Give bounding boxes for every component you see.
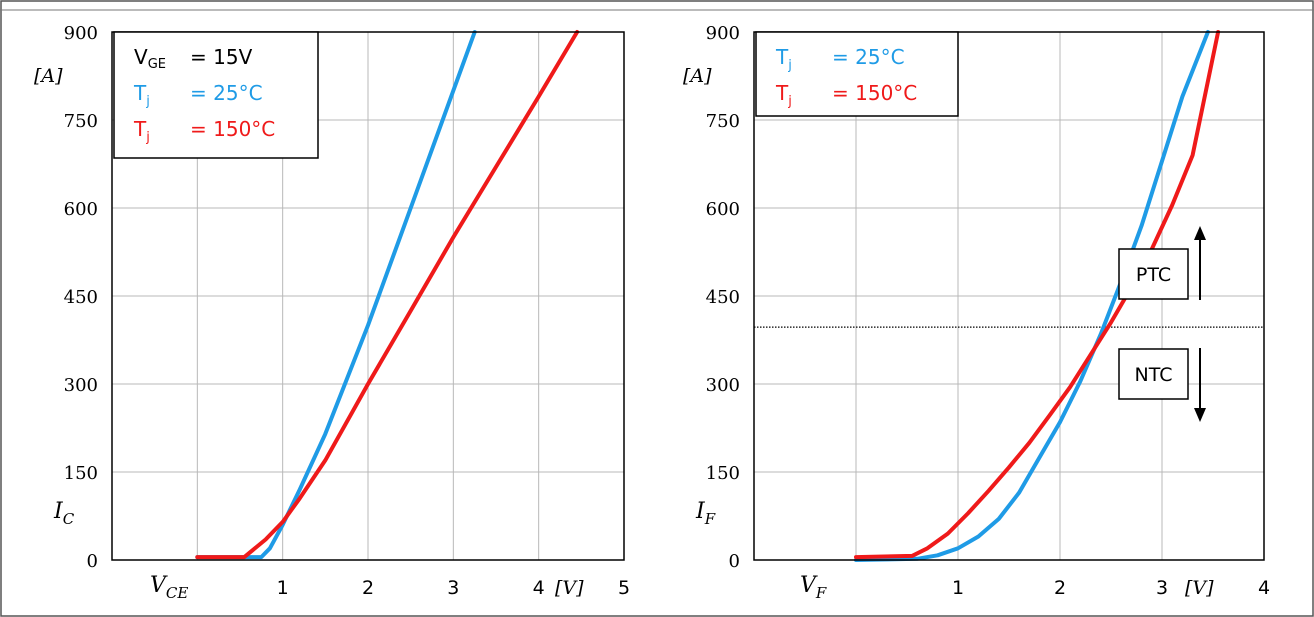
- y-tick-label: 0: [729, 551, 740, 572]
- x-tick-label: 3: [447, 577, 459, 599]
- y-tick-label: 900: [64, 23, 98, 44]
- legend-series-25c-name: Tj: [775, 45, 792, 73]
- series-line-150C: [195, 30, 580, 560]
- ptc-arrow-head: [1194, 226, 1206, 240]
- x-tick-label: 5: [618, 577, 630, 599]
- y-tick-label: 600: [706, 199, 740, 220]
- y-tick-label: 900: [706, 23, 740, 44]
- curves: [854, 30, 1221, 562]
- y-tick-label: 300: [706, 375, 740, 396]
- if-vf-chart: 0 150 300 450 600 750 900 1 2 3 4 [A] IF VF [V] T…: [683, 23, 1270, 602]
- ptc-annotation: PTC: [1118, 226, 1206, 300]
- ntc-arrow-head: [1194, 408, 1206, 422]
- series-line-150C: [854, 30, 1221, 560]
- legend-box: [755, 31, 959, 117]
- x-tick-labels: 1 2 3 4: [952, 577, 1270, 599]
- x-tick-label: 1: [952, 577, 964, 599]
- series-line-25C: [195, 30, 477, 560]
- y-unit-label: [A]: [34, 65, 63, 87]
- x-unit-label: [V]: [555, 577, 584, 599]
- legend-condition: VGE: [134, 45, 166, 72]
- y-tick-labels: 0 150 300 450 600 750 900: [706, 23, 740, 572]
- legend-series-25c-value: = 25°C: [190, 81, 263, 105]
- x-tick-label: 4: [533, 577, 545, 599]
- legend-series-150c-name: Tj: [775, 81, 792, 109]
- y-tick-labels: 0 150 300 450 600 750 900: [64, 23, 98, 572]
- legend-series-150c-value: = 150°C: [832, 81, 917, 105]
- ntc-annotation: NTC: [1118, 348, 1206, 422]
- y-axis-label: IC: [53, 499, 75, 528]
- x-tick-label: 2: [1054, 577, 1066, 599]
- x-tick-labels: 1 2 3 4 5: [277, 577, 630, 599]
- y-tick-label: 150: [64, 463, 98, 484]
- x-tick-label: 4: [1258, 577, 1270, 599]
- y-tick-label: 150: [706, 463, 740, 484]
- legend: VGE = 15V Tj = 25°C Tj = 150°C: [113, 31, 319, 159]
- y-unit-label: [A]: [683, 65, 712, 87]
- ptc-box: [1118, 248, 1189, 300]
- series-line-25C: [854, 30, 1210, 562]
- plot-area-border: [753, 31, 1265, 561]
- legend-series-150c-value: = 150°C: [190, 117, 275, 141]
- legend-series-25c-value: = 25°C: [832, 45, 905, 69]
- x-unit-label: [V]: [1185, 577, 1214, 599]
- y-axis-label: IF: [695, 499, 716, 528]
- y-tick-label: 600: [64, 199, 98, 220]
- y-tick-label: 750: [706, 111, 740, 132]
- legend-box: [113, 31, 319, 159]
- curves: [195, 30, 580, 560]
- y-tick-label: 450: [64, 287, 98, 308]
- legend-condition-value: = 15V: [190, 45, 253, 69]
- y-tick-label: 450: [706, 287, 740, 308]
- ntc-label: NTC: [1135, 364, 1173, 386]
- x-tick-label: 3: [1156, 577, 1168, 599]
- plot-area-border: [111, 31, 625, 561]
- legend-series-150c-name: Tj: [133, 117, 150, 145]
- ic-vce-chart: 0 150 300 450 600 750 900 1 2 3 4 5 [A] IC VCE [V]…: [34, 23, 630, 602]
- x-tick-label: 1: [277, 577, 289, 599]
- y-tick-label: 750: [64, 111, 98, 132]
- x-axis-label: VCE: [150, 573, 188, 602]
- ntc-box: [1118, 348, 1189, 400]
- legend: Tj = 25°C Tj = 150°C: [755, 31, 959, 117]
- ptc-label: PTC: [1136, 264, 1171, 286]
- x-axis-label: VF: [800, 573, 827, 602]
- y-tick-label: 0: [87, 551, 98, 572]
- x-tick-label: 2: [362, 577, 374, 599]
- y-tick-label: 300: [64, 375, 98, 396]
- legend-series-25c-name: Tj: [133, 81, 150, 109]
